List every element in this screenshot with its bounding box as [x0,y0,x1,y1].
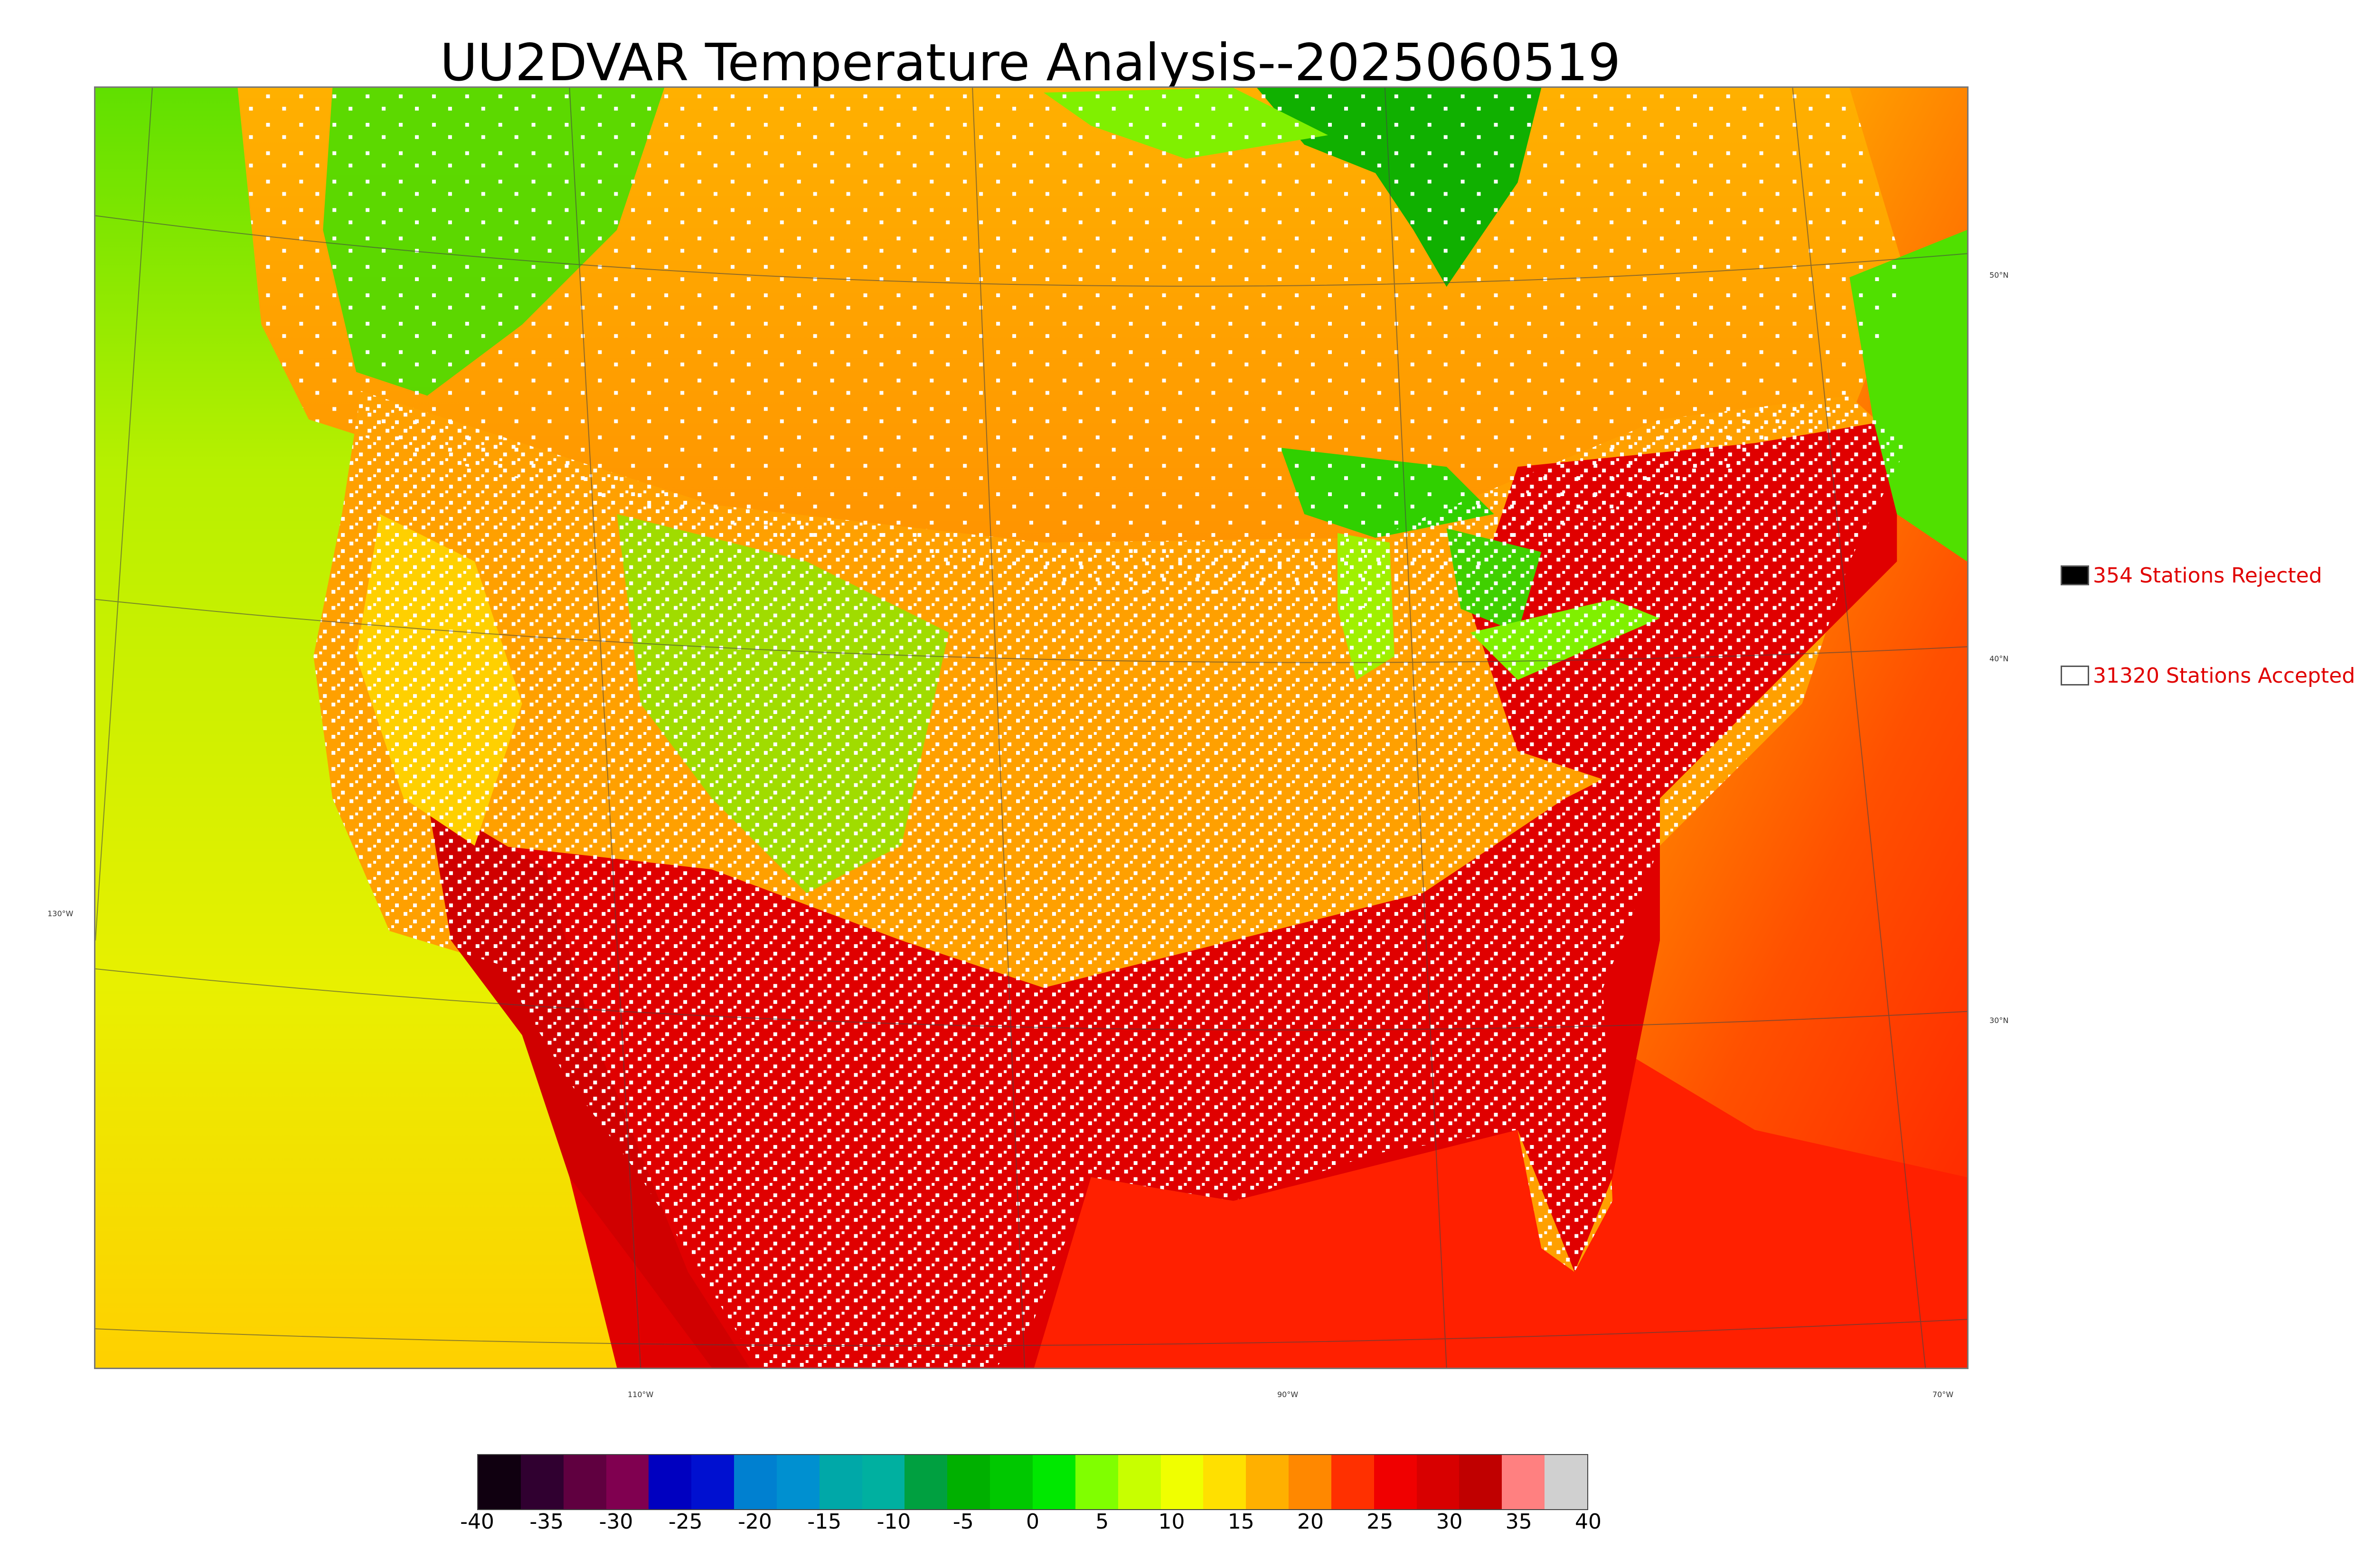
colorbar-tick-label: -10 [876,1510,911,1534]
colorbar-tick-label: 20 [1297,1510,1324,1534]
lon-label-70: 70°W [1932,1390,1954,1399]
colorbar-tick-label: -20 [738,1510,772,1534]
colorbar-segment [520,1455,564,1509]
colorbar-tick-label: -25 [668,1510,703,1534]
colorbar-segment [1032,1455,1075,1509]
colorbar-segment [563,1455,606,1509]
colorbar-tick-label: -40 [460,1510,494,1534]
lat-label-30: 30°N [1989,1016,2009,1025]
accepted-label: 31320 Stations Accepted [2093,663,2355,688]
colorbar-segment [862,1455,905,1509]
colorbar-segment [1289,1455,1331,1509]
colorbar-segment [1416,1455,1460,1509]
page-title: UU2DVAR Temperature Analysis--2025060519 [440,33,1621,93]
legend-rejected: 354 Stations Rejected [2061,561,2322,590]
colorbar-segment [1160,1455,1204,1509]
colorbar-tick-label: 15 [1227,1510,1254,1534]
colorbar-tick-label: 25 [1366,1510,1394,1534]
rejected-swatch [2061,565,2089,585]
colorbar-segment [904,1455,948,1509]
legend-accepted: 31320 Stations Accepted [2061,661,2355,690]
temperature-colorbar [477,1454,1588,1510]
accepted-station-markers [313,391,1907,1368]
colorbar-tick-label: -30 [599,1510,633,1534]
colorbar-tick-label: 10 [1158,1510,1185,1534]
colorbar-segment [649,1455,692,1509]
lon-label-130: 130°W [47,909,74,918]
colorbar-tick-label: 0 [1026,1510,1039,1534]
colorbar-segment [1118,1455,1161,1509]
colorbar-segment [947,1455,990,1509]
colorbar-tick-label: -5 [952,1510,974,1534]
colorbar-tick-label: 35 [1505,1510,1532,1534]
colorbar-segment [691,1455,735,1509]
colorbar-tick-label: 40 [1575,1510,1602,1534]
temperature-map [94,86,1969,1369]
colorbar-tick-label: 30 [1436,1510,1463,1534]
colorbar-segment [1374,1455,1417,1509]
lat-label-50: 50°N [1989,271,2009,280]
canada-station-markers [237,88,1907,609]
colorbar-segment [990,1455,1033,1509]
accepted-swatch [2061,666,2089,685]
colorbar-segment [1075,1455,1118,1509]
colorbar-tick-label: 5 [1095,1510,1109,1534]
colorbar-segment [1246,1455,1289,1509]
colorbar-segment [1545,1455,1587,1509]
lon-label-90: 90°W [1277,1390,1299,1399]
colorbar-segment [819,1455,862,1509]
lon-label-110: 110°W [628,1390,654,1399]
colorbar-segment [776,1455,820,1509]
colorbar-segment [1331,1455,1374,1509]
colorbar-tick-label: -35 [529,1510,564,1534]
lat-label-40: 40°N [1989,654,2009,663]
colorbar-segment [1459,1455,1502,1509]
rejected-label: 354 Stations Rejected [2093,563,2322,588]
colorbar-tick-label: -15 [807,1510,842,1534]
map-canvas [95,88,1967,1368]
colorbar-segment [734,1455,777,1509]
colorbar-segment [1502,1455,1545,1509]
graticule [95,88,1967,1368]
colorbar-segment [606,1455,649,1509]
colorbar-segment [478,1455,521,1509]
colorbar-segment [1203,1455,1246,1509]
